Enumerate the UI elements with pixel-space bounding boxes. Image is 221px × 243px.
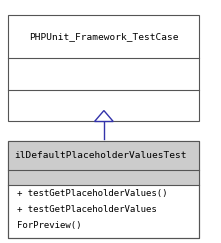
Bar [8,141,200,170]
Bar [8,170,200,185]
Polygon shape [95,111,113,122]
Text: + testGetPlaceholderValues(): + testGetPlaceholderValues() [17,189,167,198]
Text: + testGetPlaceholderValues: + testGetPlaceholderValues [17,205,156,214]
Text: PHPUnit_Framework_TestCase: PHPUnit_Framework_TestCase [29,32,179,41]
Bar [8,15,200,122]
Text: ForPreview(): ForPreview() [17,221,81,231]
Bar [8,141,200,238]
Text: ilDefaultPlaceholderValuesTest: ilDefaultPlaceholderValuesTest [15,151,187,160]
Bar [8,141,200,238]
